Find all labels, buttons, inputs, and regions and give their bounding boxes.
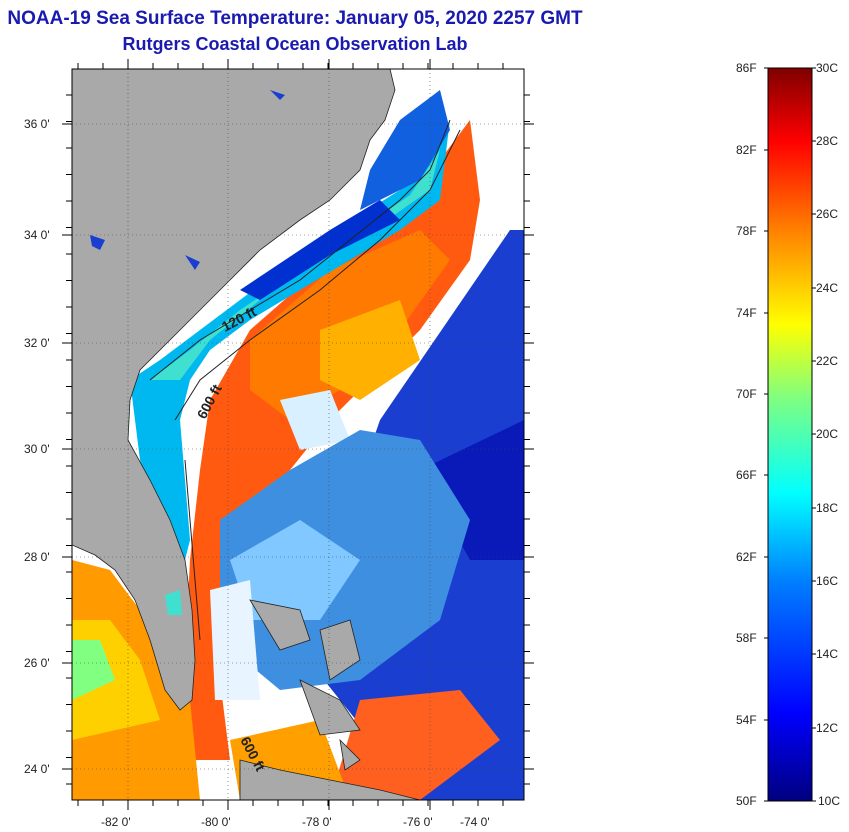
cb-label-f: 62F xyxy=(736,550,757,564)
cb-label-c: 24C xyxy=(816,281,838,295)
lon-label: -80 0' xyxy=(201,815,231,829)
lat-label: 36 0' xyxy=(24,117,50,131)
cb-label-f: 54F xyxy=(736,713,757,727)
minor-ticks xyxy=(66,63,530,806)
cb-label-c: 10C xyxy=(818,794,840,808)
cb-label-c: 12C xyxy=(816,721,838,735)
cb-label-f: 82F xyxy=(736,143,757,157)
cb-label-f: 70F xyxy=(736,387,757,401)
lon-label: -82 0' xyxy=(101,815,131,829)
map-subtitle: Rutgers Coastal Ocean Observation Lab xyxy=(122,34,468,54)
cb-label-c: 20C xyxy=(816,427,838,441)
map-title: NOAA-19 Sea Surface Temperature: January… xyxy=(7,8,583,29)
lat-label: 30 0' xyxy=(24,442,50,456)
lon-label: -78 0' xyxy=(302,815,332,829)
lat-ticks xyxy=(62,123,534,770)
cb-label-c: 16C xyxy=(816,574,838,588)
contour-120ft xyxy=(149,119,451,381)
cb-label-c: 30C xyxy=(816,61,838,75)
land-mass xyxy=(72,69,396,711)
lon-label: -76 0' xyxy=(403,815,433,829)
lat-label: 24 0' xyxy=(24,762,50,776)
lat-label: 32 0' xyxy=(24,336,50,350)
map-frame xyxy=(71,68,525,801)
lat-label: 34 0' xyxy=(24,228,50,242)
map-area: 120 ft 600 ft 600 ft xyxy=(72,69,524,800)
bahamas-islands xyxy=(249,599,361,771)
cb-label-c: 18C xyxy=(816,501,838,515)
colorbar xyxy=(767,67,813,802)
cb-label-c: 28C xyxy=(816,134,838,148)
cb-label-c: 22C xyxy=(816,354,838,368)
cb-label-c: 26C xyxy=(816,207,838,221)
lat-label: 28 0' xyxy=(24,550,50,564)
cb-label-f: 58F xyxy=(736,631,757,645)
lon-label: -74 0' xyxy=(460,815,490,829)
cuba-land xyxy=(239,759,421,800)
lat-label: 26 0' xyxy=(24,656,50,670)
cb-label-f: 66F xyxy=(736,468,757,482)
grid-lines xyxy=(72,69,524,800)
cb-label-f: 74F xyxy=(736,306,757,320)
cb-label-f: 78F xyxy=(736,224,757,238)
cb-label-f: 86F xyxy=(736,61,757,75)
colorbar-ticks xyxy=(764,67,816,802)
cb-label-c: 14C xyxy=(816,647,838,661)
lon-ticks xyxy=(127,59,431,810)
cb-label-f: 50F xyxy=(736,794,757,808)
